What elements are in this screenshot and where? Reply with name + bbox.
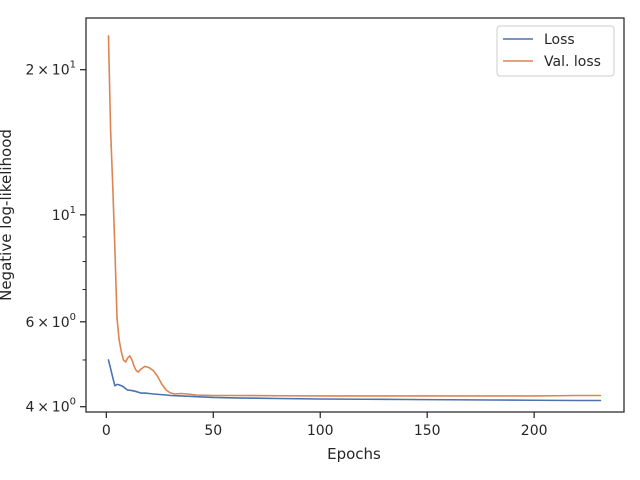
axes-frame (85, 17, 625, 413)
y-tick-exponent: 0 (70, 397, 76, 408)
y-tick-exponent: 1 (70, 60, 76, 71)
x-axis-label: Epochs (327, 445, 381, 463)
x-tick-label: 150 (414, 423, 441, 439)
y-tick-base: 6 (26, 315, 35, 331)
y-tick-sym: × (34, 315, 51, 331)
series-line-1 (107, 359, 602, 402)
x-axis: 0 50 100 150 200 (102, 412, 548, 439)
y-tick-sym: × (34, 400, 51, 416)
x-tick-label: 50 (204, 423, 222, 439)
y-tick-label: 4 × 100 (26, 397, 76, 416)
y-tick-exp_base: 10 (52, 400, 70, 416)
y-tick-exp_base: 10 (52, 315, 70, 331)
legend: Loss Val. loss (496, 25, 615, 77)
x-tick-label: 100 (307, 423, 334, 439)
legend-label-2: Val. loss (544, 54, 601, 70)
legend-label-1: Loss (544, 32, 575, 48)
x-tick-label: 0 (102, 423, 111, 439)
x-tick-label: 200 (521, 423, 548, 439)
y-tick-exp_base: 10 (52, 208, 70, 224)
y-tick-exponent: 1 (70, 205, 76, 216)
y-tick-label: 101 (52, 205, 76, 224)
y-tick-label: 2 × 101 (26, 60, 76, 79)
y-tick-label: 6 × 100 (26, 312, 76, 331)
y-axis-label: Negative log-likelihood (0, 129, 15, 301)
y-tick-sym: × (34, 63, 51, 79)
y-tick-base: 4 (26, 400, 35, 416)
plot-area (107, 35, 602, 402)
y-tick-exp_base: 10 (52, 63, 70, 79)
y-tick-exponent: 0 (70, 312, 76, 323)
series-line-2 (107, 35, 602, 397)
y-tick-base: 2 (26, 63, 35, 79)
